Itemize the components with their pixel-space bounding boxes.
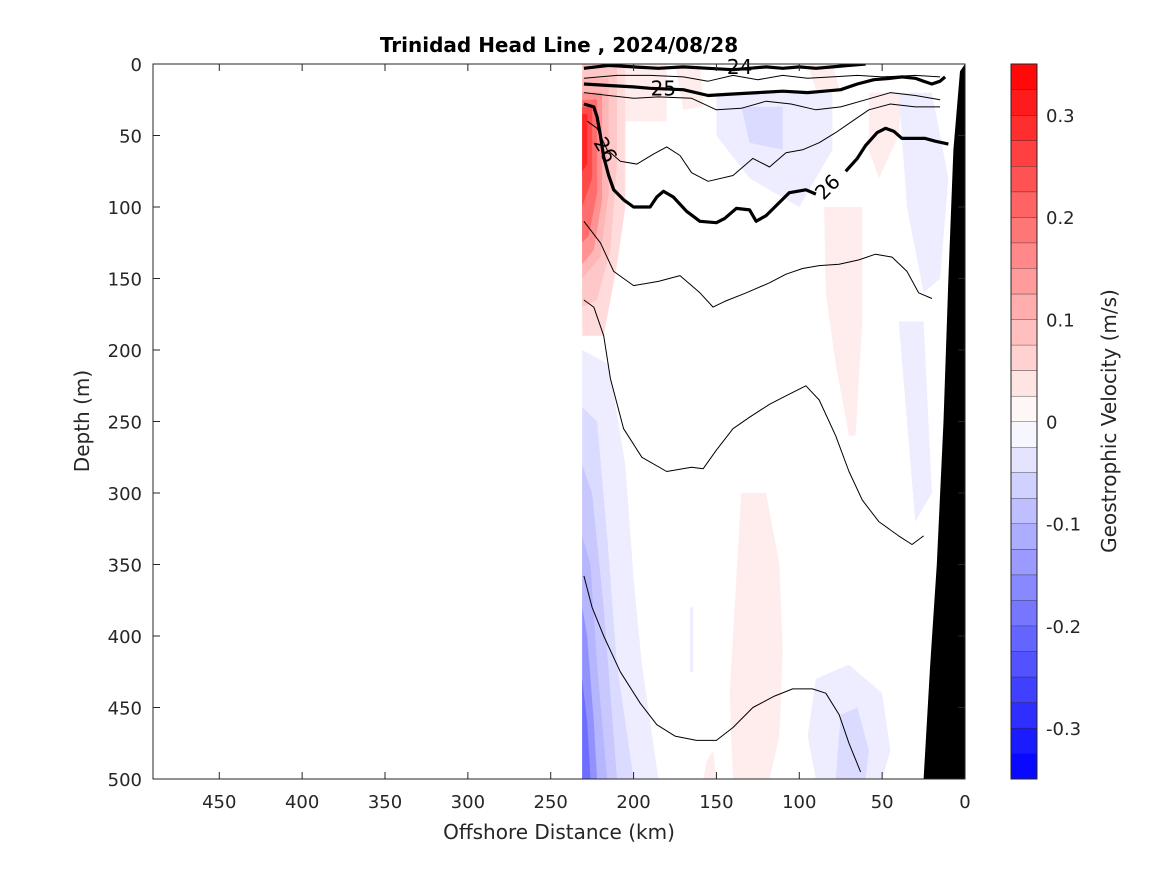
plot-area	[153, 64, 965, 779]
y-tick-label: 200	[108, 341, 142, 362]
y-tick-label: 350	[108, 556, 142, 577]
y-tick-label: 250	[108, 413, 142, 434]
colorbar-tick-label: -0.1	[1046, 515, 1081, 536]
x-tick-label: 400	[285, 792, 319, 813]
bottom-topography-layer	[923, 64, 965, 779]
velocity-fill-layer	[582, 64, 949, 779]
y-tick-label: 150	[108, 270, 142, 291]
x-axis-label: Offshore Distance (km)	[443, 820, 675, 844]
isopycnal-thin	[583, 220, 933, 308]
colorbar-segment	[1011, 549, 1037, 575]
bottom-topography	[923, 64, 965, 779]
colorbar-segment	[1011, 702, 1037, 728]
isopycnal-thick	[844, 126, 949, 173]
y-tick-label: 50	[119, 127, 142, 148]
colorbar-segment	[1011, 115, 1037, 141]
colorbar-segment	[1011, 166, 1037, 192]
colorbar-segment	[1011, 268, 1037, 294]
y-tick-label: 100	[108, 198, 142, 219]
colorbar-tick-label: 0.2	[1046, 208, 1075, 229]
isopycnal-thin	[583, 92, 941, 111]
x-tick-label: 50	[871, 792, 894, 813]
colorbar-segment	[1011, 319, 1037, 345]
velocity-patch	[807, 64, 841, 93]
colorbar-segment	[1011, 242, 1037, 269]
x-axis: 450 400 350 300 250 200 150 100 50 0	[202, 64, 971, 813]
x-tick-label: 450	[202, 792, 236, 813]
colorbar-segment	[1011, 472, 1037, 499]
isopycnal-thick	[583, 64, 866, 72]
y-tick-label: 450	[108, 699, 142, 720]
colorbar-segment	[1011, 64, 1037, 90]
colorbar-segment	[1011, 727, 1037, 754]
y-axis-label: Depth (m)	[70, 370, 94, 472]
isopycnal-layer	[583, 64, 949, 773]
colorbar-segment	[1011, 625, 1037, 652]
velocity-patch	[703, 750, 717, 779]
velocity-patch	[582, 678, 591, 779]
x-tick-label: 100	[782, 792, 816, 813]
colorbar-segment	[1011, 753, 1037, 779]
x-tick-label: 350	[368, 792, 402, 813]
colorbar-tick-label: -0.2	[1046, 617, 1081, 638]
y-tick-label: 300	[108, 484, 142, 505]
colorbar-segment	[1011, 498, 1037, 524]
colorbar-segment	[1011, 447, 1037, 473]
isopycnal-thin	[583, 575, 862, 773]
colorbar-segment	[1011, 89, 1037, 116]
isopycnal-label: 25	[651, 76, 676, 100]
velocity-patch	[835, 707, 869, 779]
velocity-patch	[582, 114, 588, 172]
velocity-patch	[898, 321, 932, 522]
colorbar-tick-label: 0.3	[1046, 106, 1075, 127]
isopycnal-thick	[583, 102, 817, 225]
colorbar-segment	[1011, 651, 1037, 677]
colorbar-segment	[1011, 140, 1037, 167]
isopycnal-thick	[583, 75, 947, 98]
isopycnal-label: 24	[727, 55, 752, 79]
y-tick-label: 0	[131, 55, 142, 76]
colorbar-segment	[1011, 421, 1037, 448]
colorbar-tick-label: -0.3	[1046, 719, 1081, 740]
colorbar-segment	[1011, 523, 1037, 550]
isopycnal-thin	[583, 74, 941, 82]
x-tick-label: 300	[451, 792, 485, 813]
colorbar-tick-label: 0	[1046, 413, 1057, 434]
velocity-patch	[729, 493, 783, 779]
y-tick-label: 500	[108, 770, 142, 791]
colorbar-segment	[1011, 574, 1037, 601]
colorbar-segment	[1011, 191, 1037, 218]
x-tick-label: 150	[699, 792, 733, 813]
colorbar-label: Geostrophic Velocity (m/s)	[1097, 289, 1121, 553]
velocity-patch	[741, 106, 783, 150]
colorbar-tick-label: 0.1	[1046, 310, 1075, 331]
x-tick-label: 250	[534, 792, 568, 813]
chart-title: Trinidad Head Line , 2024/08/28	[380, 33, 738, 57]
isopycnal-thin	[583, 299, 924, 545]
isopycnal-thin	[586, 103, 941, 182]
colorbar-frame	[1010, 63, 1038, 780]
colorbar-segment	[1011, 395, 1037, 422]
velocity-patch	[689, 607, 694, 672]
colorbar-segment	[1011, 600, 1037, 626]
colorbar-segment	[1011, 344, 1037, 371]
colorbar-segment	[1011, 676, 1037, 703]
colorbar-segment	[1011, 293, 1037, 320]
colorbar: 0.3 0.2 0.1 0 -0.1 -0.2 -0.3	[1010, 63, 1081, 780]
colorbar-segment	[1011, 370, 1037, 396]
y-tick-label: 400	[108, 627, 142, 648]
velocity-patch	[868, 92, 902, 179]
colorbar-segment	[1011, 217, 1037, 243]
y-axis: 0 50 100 150 200 250 300 350 400 450 500	[108, 55, 965, 791]
x-tick-label: 200	[616, 792, 650, 813]
x-tick-label: 0	[959, 792, 970, 813]
